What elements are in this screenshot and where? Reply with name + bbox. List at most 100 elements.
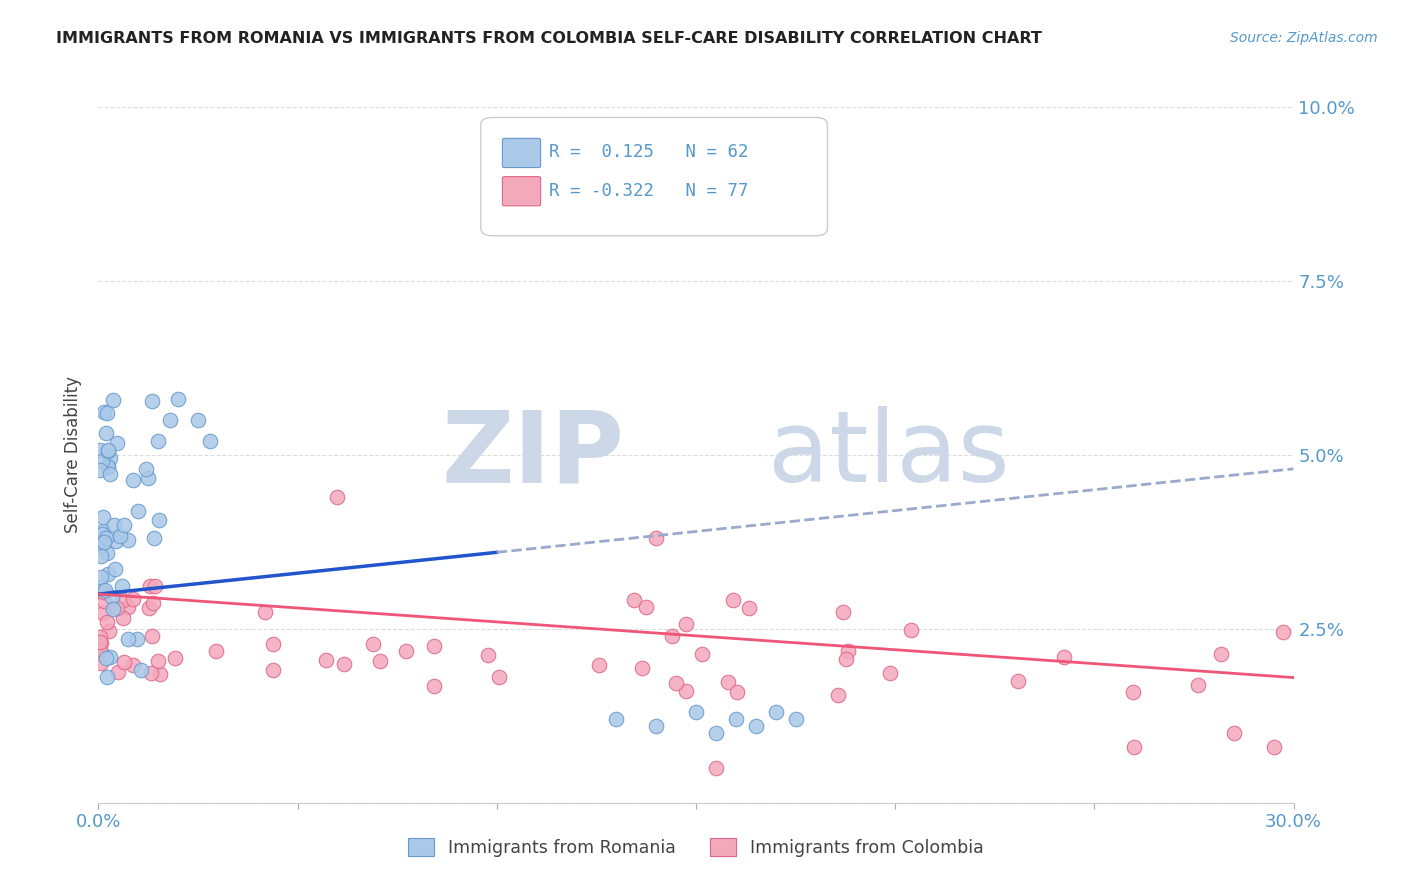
Point bbox=[90, 570, 112, 584]
Point bbox=[205, 644, 228, 658]
Point bbox=[117, 533, 139, 547]
Point bbox=[167, 392, 190, 407]
FancyBboxPatch shape bbox=[481, 118, 828, 235]
Point bbox=[103, 517, 125, 532]
Point bbox=[1263, 740, 1285, 755]
FancyBboxPatch shape bbox=[502, 138, 540, 168]
Point bbox=[111, 593, 134, 607]
Text: atlas: atlas bbox=[768, 407, 1010, 503]
Point bbox=[91, 510, 114, 524]
Point bbox=[93, 535, 115, 549]
Point bbox=[97, 567, 120, 582]
Point bbox=[721, 592, 744, 607]
Point bbox=[108, 528, 131, 542]
Point bbox=[148, 434, 170, 448]
Point bbox=[96, 546, 118, 560]
Point bbox=[122, 473, 145, 487]
Point bbox=[423, 639, 446, 653]
Point bbox=[423, 679, 446, 693]
Point bbox=[96, 615, 118, 629]
Legend: Immigrants from Romania, Immigrants from Colombia: Immigrants from Romania, Immigrants from… bbox=[401, 831, 991, 863]
Point bbox=[623, 593, 645, 607]
Point bbox=[89, 635, 111, 649]
Point bbox=[97, 460, 120, 475]
Point bbox=[104, 562, 127, 576]
Point bbox=[94, 531, 117, 545]
Point bbox=[395, 644, 418, 658]
Point bbox=[159, 413, 181, 427]
Point bbox=[187, 413, 209, 427]
Point bbox=[370, 655, 392, 669]
Y-axis label: Self-Care Disability: Self-Care Disability bbox=[65, 376, 83, 533]
Point bbox=[725, 685, 748, 699]
Point bbox=[138, 600, 160, 615]
Point bbox=[143, 579, 166, 593]
Point bbox=[1211, 647, 1233, 661]
Point bbox=[1122, 685, 1144, 699]
Point bbox=[675, 684, 697, 698]
Point bbox=[91, 527, 114, 541]
Point bbox=[738, 601, 761, 615]
Point bbox=[477, 648, 499, 662]
Point bbox=[665, 676, 688, 690]
Point bbox=[785, 712, 807, 726]
Point bbox=[89, 442, 111, 457]
Point bbox=[832, 605, 855, 619]
Point bbox=[90, 454, 112, 468]
Point bbox=[315, 653, 337, 667]
Point bbox=[141, 629, 163, 643]
Point bbox=[101, 392, 124, 407]
Point bbox=[332, 657, 354, 671]
Point bbox=[97, 444, 120, 458]
Point bbox=[1222, 726, 1246, 740]
Point bbox=[588, 658, 610, 673]
Point bbox=[97, 459, 120, 474]
Point bbox=[97, 624, 120, 639]
Point bbox=[89, 585, 111, 599]
Point bbox=[1187, 678, 1209, 692]
Point bbox=[91, 538, 114, 552]
Point bbox=[661, 629, 683, 643]
Point bbox=[89, 580, 111, 594]
Point bbox=[93, 524, 115, 539]
Point bbox=[745, 719, 768, 733]
Point bbox=[1271, 624, 1294, 639]
Point bbox=[93, 607, 115, 621]
Point bbox=[198, 434, 221, 448]
Point bbox=[127, 503, 149, 517]
Point bbox=[163, 651, 186, 665]
Point bbox=[97, 443, 120, 458]
Point bbox=[117, 599, 139, 614]
Point bbox=[93, 582, 115, 597]
Point bbox=[96, 406, 118, 420]
Text: R =  0.125   N = 62: R = 0.125 N = 62 bbox=[548, 144, 748, 161]
Point bbox=[262, 663, 284, 677]
Point bbox=[724, 712, 747, 726]
Point bbox=[326, 490, 349, 504]
Point bbox=[835, 651, 858, 665]
Point bbox=[111, 579, 134, 593]
Point bbox=[146, 654, 169, 668]
Point bbox=[93, 594, 115, 608]
Point bbox=[488, 670, 510, 684]
Point bbox=[827, 688, 849, 702]
Point bbox=[98, 467, 121, 482]
Point bbox=[879, 666, 901, 681]
Point bbox=[125, 632, 148, 646]
Text: R = -0.322   N = 77: R = -0.322 N = 77 bbox=[548, 182, 748, 200]
Point bbox=[253, 605, 276, 619]
Point bbox=[89, 643, 111, 657]
Point bbox=[89, 630, 111, 644]
Point bbox=[93, 585, 115, 599]
Point bbox=[96, 670, 118, 684]
Point bbox=[90, 549, 112, 564]
Point bbox=[122, 591, 145, 606]
Point bbox=[136, 471, 159, 485]
Point bbox=[112, 611, 135, 625]
Point bbox=[626, 204, 648, 219]
Point bbox=[704, 726, 727, 740]
Point bbox=[645, 719, 668, 733]
Point bbox=[94, 651, 117, 665]
Point bbox=[142, 597, 165, 611]
Point bbox=[262, 637, 284, 651]
